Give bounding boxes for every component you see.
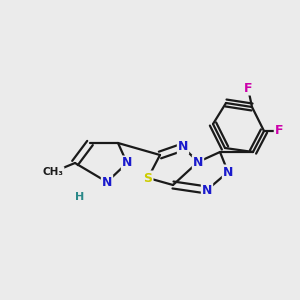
Text: F: F: [244, 82, 252, 94]
Text: N: N: [202, 184, 212, 196]
Text: H: H: [75, 192, 85, 202]
Text: N: N: [122, 157, 132, 169]
Text: N: N: [193, 155, 203, 169]
Text: S: S: [143, 172, 152, 184]
Text: F: F: [275, 124, 283, 137]
Text: N: N: [223, 166, 233, 178]
Text: N: N: [102, 176, 112, 188]
Text: CH₃: CH₃: [43, 167, 64, 177]
Text: N: N: [178, 140, 188, 154]
